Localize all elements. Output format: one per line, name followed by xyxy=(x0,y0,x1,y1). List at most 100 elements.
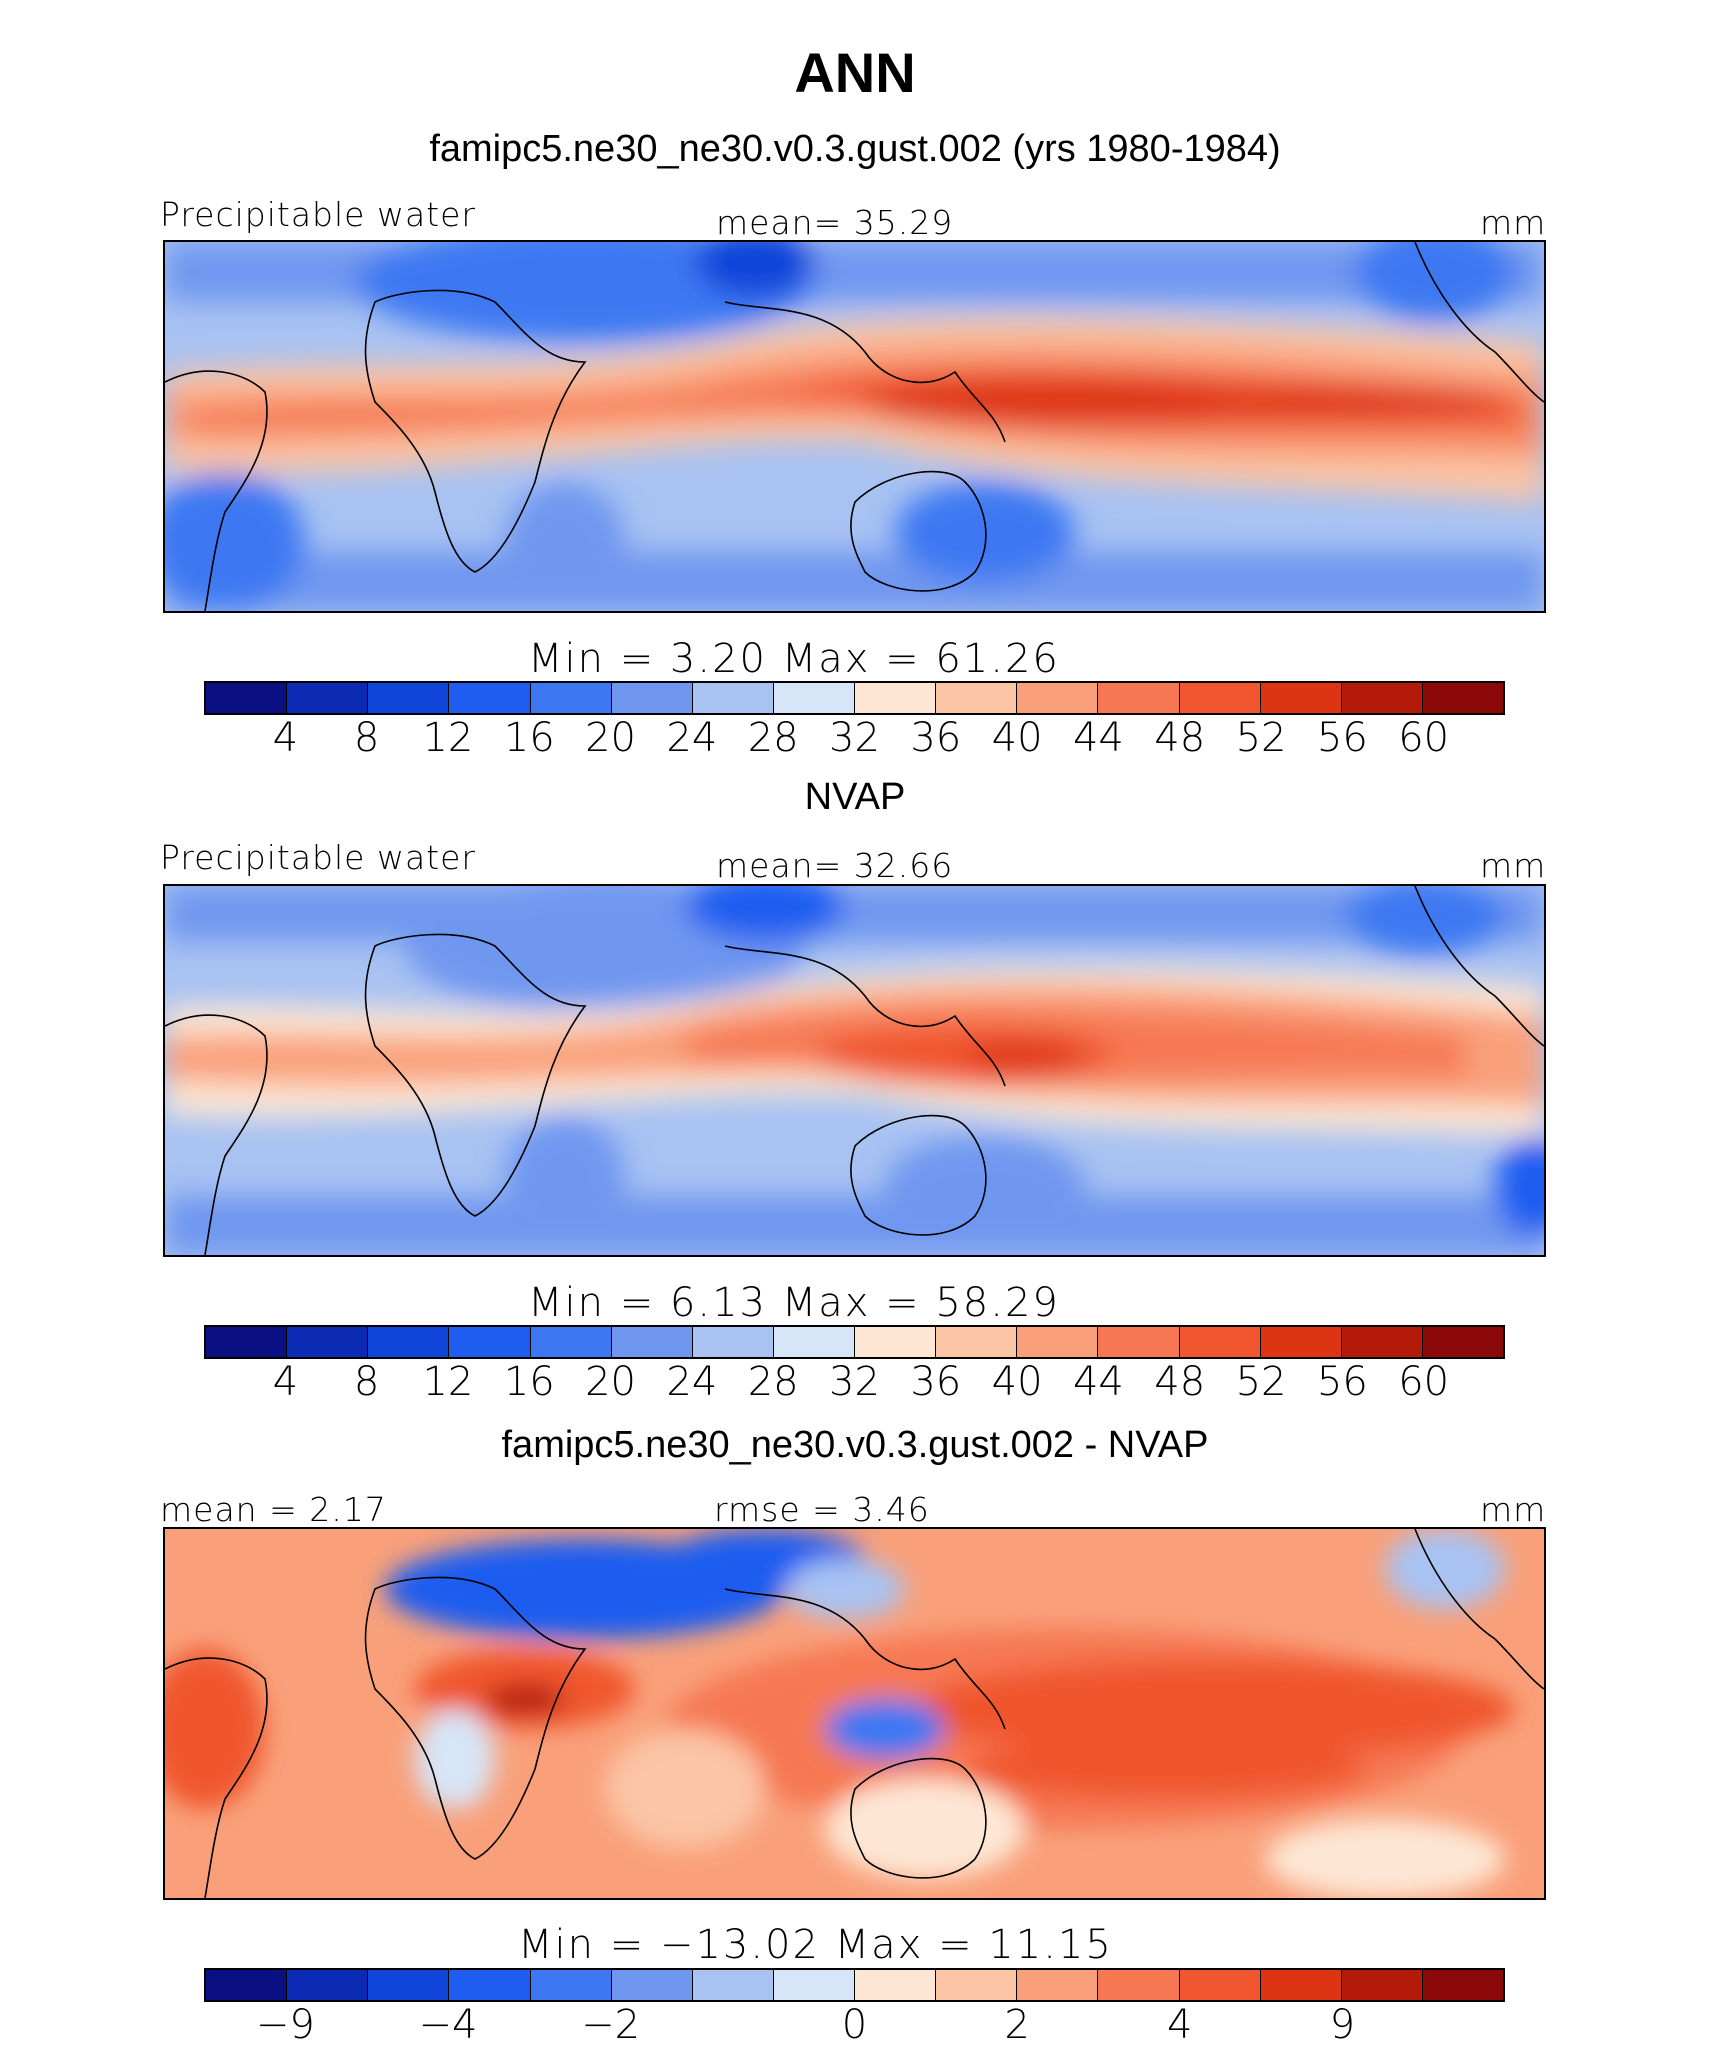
colorbar-swatch xyxy=(1422,1970,1503,2000)
colorbar-tick-label: 20 xyxy=(585,715,637,761)
map-field-1 xyxy=(165,242,1544,611)
colorbar-swatch xyxy=(368,1970,450,2000)
colorbar-tick-label: 48 xyxy=(1154,1359,1206,1405)
colorbar-swatch xyxy=(1098,1970,1180,2000)
colorbar-swatch xyxy=(449,1327,531,1357)
panel-2-title: NVAP xyxy=(804,776,906,818)
colorbar-swatch xyxy=(368,683,450,713)
colorbar-swatch xyxy=(1179,1970,1261,2000)
colorbar-swatch xyxy=(611,1970,693,2000)
colorbar-tick-label: 24 xyxy=(666,1359,718,1405)
colorbar-tick-label: 4 xyxy=(1167,2002,1193,2048)
colorbar-tick-label: 36 xyxy=(910,715,962,761)
difference-map xyxy=(163,1527,1546,1900)
colorbar-swatch xyxy=(1260,683,1342,713)
colorbar-swatch xyxy=(287,1327,369,1357)
colorbar-swatch xyxy=(773,683,855,713)
colorbar-tick-label: 12 xyxy=(422,715,474,761)
panel-3-rmse-label: rmse = 3.46 xyxy=(714,1490,930,1529)
colorbar-tick-label: 48 xyxy=(1154,715,1206,761)
colorbar-swatch xyxy=(1341,683,1423,713)
colorbar-swatch xyxy=(1422,683,1503,713)
colorbar-tick-label: 36 xyxy=(910,1359,962,1405)
map-field-3 xyxy=(165,1529,1544,1898)
colorbar-tick-label: 44 xyxy=(1072,1359,1124,1405)
colorbar-tick-label: 20 xyxy=(585,1359,637,1405)
colorbar-swatch xyxy=(530,1970,612,2000)
colorbar-tick-label: 9 xyxy=(1329,2002,1356,2048)
colorbar-tick-label: 40 xyxy=(991,1359,1043,1405)
colorbar-swatch xyxy=(368,1327,450,1357)
colorbar-tick-label: 28 xyxy=(747,1359,799,1405)
colorbar-swatch xyxy=(1017,1327,1099,1357)
panel-2-min-max: Min = 6.13 Max = 58.29 xyxy=(528,1280,1060,1326)
colorbar-swatch xyxy=(287,1970,369,2000)
colorbar-swatch xyxy=(1098,1327,1180,1357)
colorbar-swatch xyxy=(936,1327,1018,1357)
colorbar-tick-label: 28 xyxy=(747,715,799,761)
colorbar-swatch xyxy=(1179,1327,1261,1357)
panel-2-colorbar-ticks: 4 8 12 16 20 24 28 32 36 40 44 48 52 56 60 xyxy=(0,1359,1710,1419)
colorbar-tick-label: 32 xyxy=(829,715,880,761)
colorbar-tick-label: 32 xyxy=(829,1359,880,1405)
colorbar-swatch xyxy=(1017,1970,1099,2000)
colorbar-swatch xyxy=(530,683,612,713)
panel-1-colorbar xyxy=(204,681,1505,715)
colorbar-tick-label: 44 xyxy=(1072,715,1124,761)
colorbar-swatch xyxy=(1260,1327,1342,1357)
panel-3-min-max: Min = −13.02 Max = 11.15 xyxy=(518,1922,1113,1968)
colorbar-tick-label: 16 xyxy=(503,715,555,761)
colorbar-swatch xyxy=(936,1970,1018,2000)
colorbar-tick-label: 52 xyxy=(1235,715,1287,761)
panel-2-variable-label: Precipitable water xyxy=(160,838,476,877)
colorbar-tick-label: 24 xyxy=(666,715,718,761)
colorbar-swatch xyxy=(611,683,693,713)
colorbar-swatch xyxy=(206,1327,288,1357)
panel-2-mean-label: mean= 32.66 xyxy=(716,846,954,885)
colorbar-tick-label: 60 xyxy=(1398,715,1450,761)
panel-1-colorbar-ticks: 4 8 12 16 20 24 28 32 36 40 44 48 52 56 60 xyxy=(0,715,1710,775)
colorbar-swatch xyxy=(206,1970,288,2000)
colorbar-swatch xyxy=(1422,1327,1503,1357)
colorbar-tick-label: 56 xyxy=(1316,715,1368,761)
colorbar-swatch xyxy=(855,1327,937,1357)
panel-3-units-label: mm xyxy=(1480,1490,1547,1529)
colorbar-tick-label: −9 xyxy=(255,2002,315,2048)
nvap-precipitable-water-map xyxy=(163,884,1546,1257)
panel-3-colorbar xyxy=(204,1968,1505,2002)
panel-1-title: famipc5.ne30_ne30.v0.3.gust.002 (yrs 198… xyxy=(429,128,1281,170)
colorbar-swatch xyxy=(611,1327,693,1357)
panel-1-units-label: mm xyxy=(1480,203,1547,242)
colorbar-tick-label: 4 xyxy=(272,1359,299,1405)
panel-1-variable-label: Precipitable water xyxy=(160,195,476,234)
colorbar-swatch xyxy=(855,1970,937,2000)
colorbar-swatch xyxy=(773,1327,855,1357)
colorbar-tick-label: −2 xyxy=(581,2002,641,2048)
colorbar-swatch xyxy=(1341,1327,1423,1357)
colorbar-swatch xyxy=(1017,683,1099,713)
colorbar-tick-label: −4 xyxy=(418,2002,478,2048)
colorbar-swatch xyxy=(449,683,531,713)
colorbar-swatch xyxy=(855,683,937,713)
colorbar-tick-label: 8 xyxy=(353,715,380,761)
panel-3-mean-label: mean = 2.17 xyxy=(160,1490,387,1529)
colorbar-swatch xyxy=(206,683,288,713)
colorbar-tick-label: 12 xyxy=(422,1359,474,1405)
panel-3-title: famipc5.ne30_ne30.v0.3.gust.002 - NVAP xyxy=(501,1424,1209,1466)
colorbar-swatch xyxy=(692,1327,774,1357)
panel-3-colorbar-ticks: −9 −4 −2 0 2 4 9 xyxy=(0,2002,1710,2051)
figure-title: ANN xyxy=(794,41,916,104)
model-precipitable-water-map xyxy=(163,240,1546,613)
colorbar-swatch xyxy=(692,683,774,713)
colorbar-tick-label: 40 xyxy=(991,715,1043,761)
map-field-2 xyxy=(165,886,1544,1255)
colorbar-swatch xyxy=(287,683,369,713)
colorbar-tick-label: 8 xyxy=(353,1359,380,1405)
colorbar-tick-label: 2 xyxy=(1004,2002,1030,2048)
panel-1-min-max: Min = 3.20 Max = 61.26 xyxy=(528,636,1060,682)
colorbar-tick-label: 4 xyxy=(272,715,299,761)
colorbar-swatch xyxy=(1341,1970,1423,2000)
colorbar-tick-label: 52 xyxy=(1235,1359,1287,1405)
colorbar-tick-label: 16 xyxy=(503,1359,555,1405)
colorbar-swatch xyxy=(530,1327,612,1357)
